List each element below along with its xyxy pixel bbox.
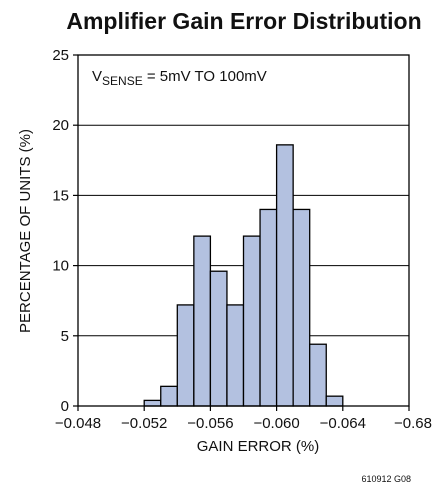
histogram-bar xyxy=(242,235,261,407)
y-tick-label: 0 xyxy=(61,398,69,415)
x-tick-label: −0.056 xyxy=(187,415,233,432)
figure-code: 610912 G08 xyxy=(361,474,411,484)
histogram-bar xyxy=(226,304,245,407)
x-tick-label: −0.68 xyxy=(394,415,432,432)
histogram-bar xyxy=(143,399,162,407)
x-tick-label: −0.052 xyxy=(121,415,167,432)
plot-frame xyxy=(77,54,410,407)
y-axis-label: PERCENTAGE OF UNITS (%) xyxy=(17,129,34,333)
y-tick-label: 25 xyxy=(52,47,69,64)
histogram-bar xyxy=(325,395,344,407)
y-tick-label: 5 xyxy=(61,328,69,345)
y-tick-label: 20 xyxy=(52,117,69,134)
chart-title: Amplifier Gain Error Distribution xyxy=(66,8,421,34)
histogram-bar xyxy=(292,208,311,407)
x-axis-ticks: −0.048 −0.052 −0.056 −0.060 −0.064 −0.68 xyxy=(55,406,432,432)
histogram-bar xyxy=(309,343,327,407)
histogram-bar xyxy=(176,304,195,407)
histogram-bar xyxy=(160,385,178,407)
bars xyxy=(143,144,344,407)
y-tick-label: 10 xyxy=(52,258,69,275)
y-tick-label: 15 xyxy=(52,187,69,204)
histogram-bar xyxy=(259,208,278,407)
x-tick-label: −0.060 xyxy=(253,415,299,432)
histogram-bar xyxy=(193,235,212,407)
vsense-annotation: VSENSE = 5mV TO 100mV xyxy=(92,68,267,88)
x-axis-label: GAIN ERROR (%) xyxy=(197,438,320,455)
y-axis-ticks: 0 5 10 15 20 25 xyxy=(52,47,78,415)
histogram-bar xyxy=(209,270,228,407)
x-tick-label: −0.048 xyxy=(55,415,101,432)
histogram-bar xyxy=(275,144,294,407)
x-tick-label: −0.064 xyxy=(320,415,366,432)
